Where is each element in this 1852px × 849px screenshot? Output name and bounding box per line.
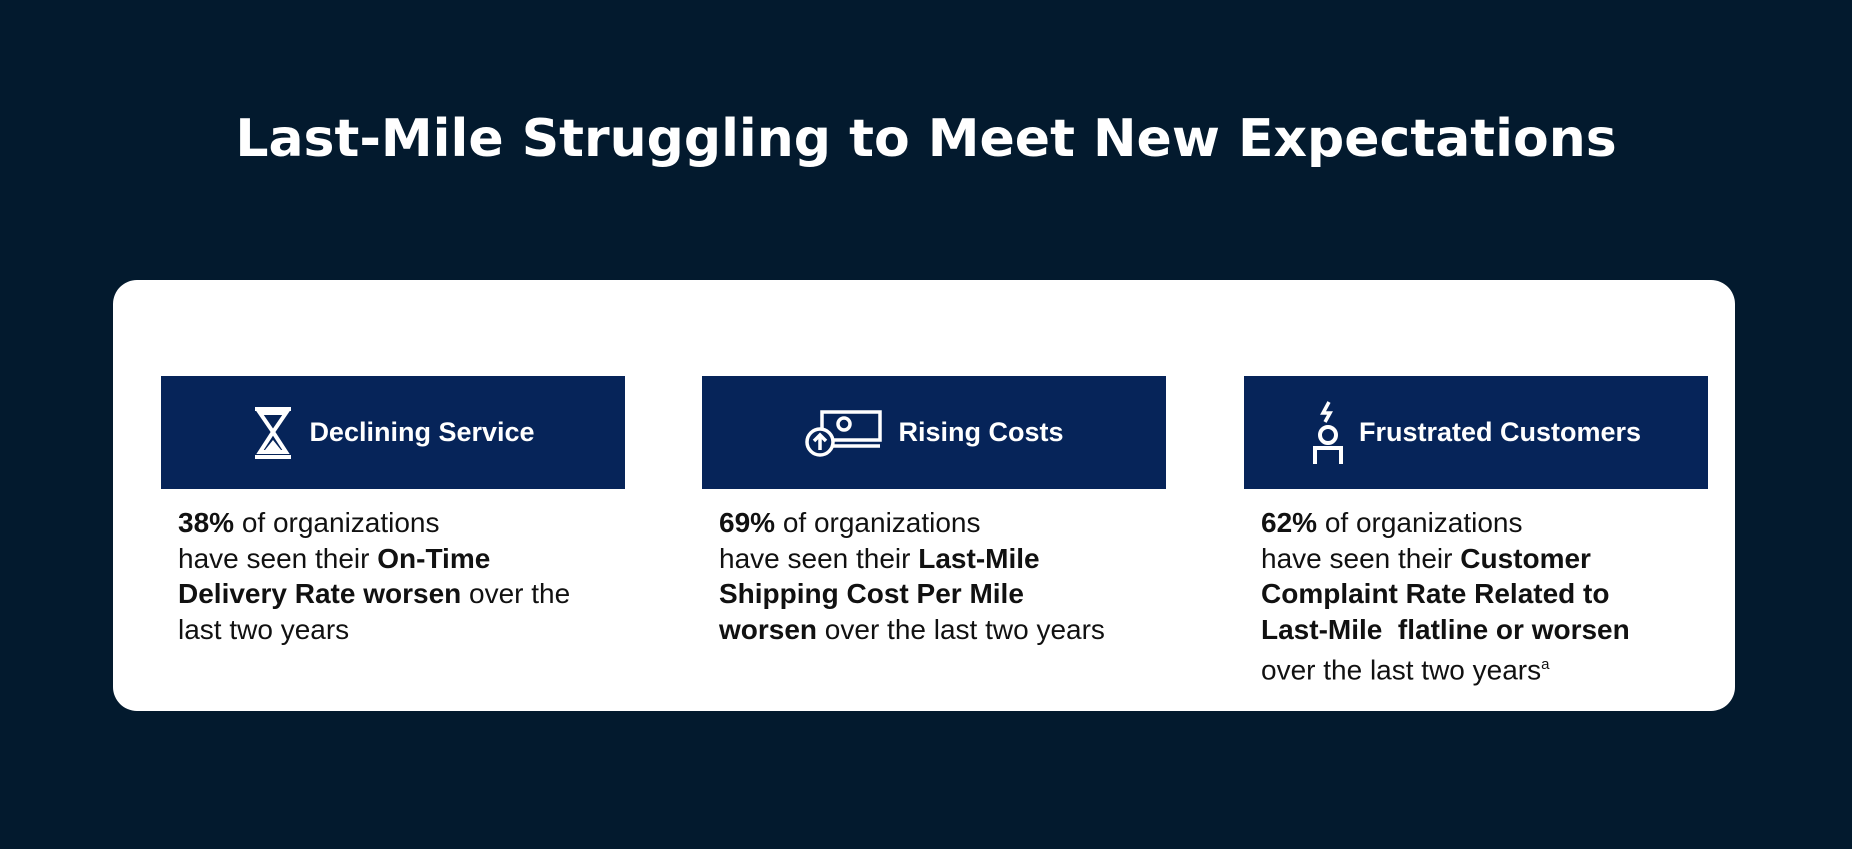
- body-line: have seen their Last-Mile: [719, 541, 1166, 577]
- column-heading: Frustrated Customers: [1358, 417, 1642, 447]
- column-body: 69% of organizations have seen their Last…: [702, 489, 1166, 647]
- emphasis-text: Complaint Rate Related to: [1261, 578, 1610, 609]
- body-line: Shipping Cost Per Mile: [719, 576, 1166, 612]
- emphasis-text: Shipping Cost Per Mile: [719, 578, 1024, 609]
- body-text: last two years: [178, 613, 350, 645]
- body-line: Complaint Rate Related to: [1261, 576, 1708, 612]
- emphasis-text: Delivery Rate worsen: [178, 578, 462, 609]
- emphasis-text: Last-Mile: [918, 542, 1040, 574]
- money-icon: [805, 409, 883, 457]
- body-line: 38% of organizations: [178, 505, 625, 541]
- body-line: last two years: [178, 612, 625, 648]
- body-text: have seen their: [1261, 542, 1461, 574]
- column-heading: Declining Service: [309, 417, 535, 447]
- column-body: 38% of organizations have seen their On-T…: [161, 489, 625, 647]
- body-line: 69% of organizations: [719, 505, 1166, 541]
- body-text: of organizations: [234, 507, 440, 538]
- body-line: over the last two yearsa: [1261, 647, 1708, 688]
- emphasis-text: Last-Mile flatline or worsen: [1261, 613, 1630, 645]
- column-header: Rising Costs: [702, 376, 1166, 489]
- column-header: Declining Service: [161, 376, 625, 489]
- stat-column: Declining Service 38% of organizations ha…: [161, 376, 625, 647]
- emphasis-text: 62%: [1261, 507, 1318, 538]
- page-title: Last-Mile Struggling to Meet New Expecta…: [235, 109, 1617, 169]
- body-text: have seen their: [178, 542, 378, 574]
- body-line: Delivery Rate worsen over the: [178, 576, 625, 612]
- stat-column: Frustrated Customers 62% of organization…: [1244, 376, 1708, 688]
- emphasis-text: 38%: [178, 507, 235, 538]
- body-text: over the: [461, 578, 571, 609]
- body-text: of organizations: [775, 507, 981, 538]
- body-line: have seen their Customer: [1261, 541, 1708, 577]
- column-header: Frustrated Customers: [1244, 376, 1708, 489]
- stats-card: Declining Service 38% of organizations ha…: [113, 280, 1735, 711]
- body-text: over the last two years: [1261, 654, 1542, 686]
- customer-icon: [1312, 400, 1343, 464]
- emphasis-text: On-Time: [377, 542, 491, 574]
- emphasis-text: worsen: [719, 613, 818, 645]
- body-line: 62% of organizations: [1261, 505, 1708, 541]
- column-body: 62% of organizations have seen their Cust…: [1244, 489, 1708, 688]
- stat-column: Rising Costs 69% of organizations have se…: [702, 376, 1166, 647]
- emphasis-text: 69%: [719, 507, 776, 538]
- column-heading: Rising Costs: [898, 417, 1064, 447]
- body-text: over the last two years: [817, 613, 1105, 645]
- body-text: have seen their: [719, 542, 919, 574]
- body-line: Last-Mile flatline or worsen: [1261, 612, 1708, 648]
- emphasis-text: Customer: [1460, 542, 1591, 574]
- body-text: a: [1541, 656, 1550, 673]
- body-line: worsen over the last two years: [719, 612, 1166, 648]
- body-line: have seen their On-Time: [178, 541, 625, 577]
- body-text: of organizations: [1317, 507, 1523, 538]
- hourglass-icon: [255, 406, 292, 459]
